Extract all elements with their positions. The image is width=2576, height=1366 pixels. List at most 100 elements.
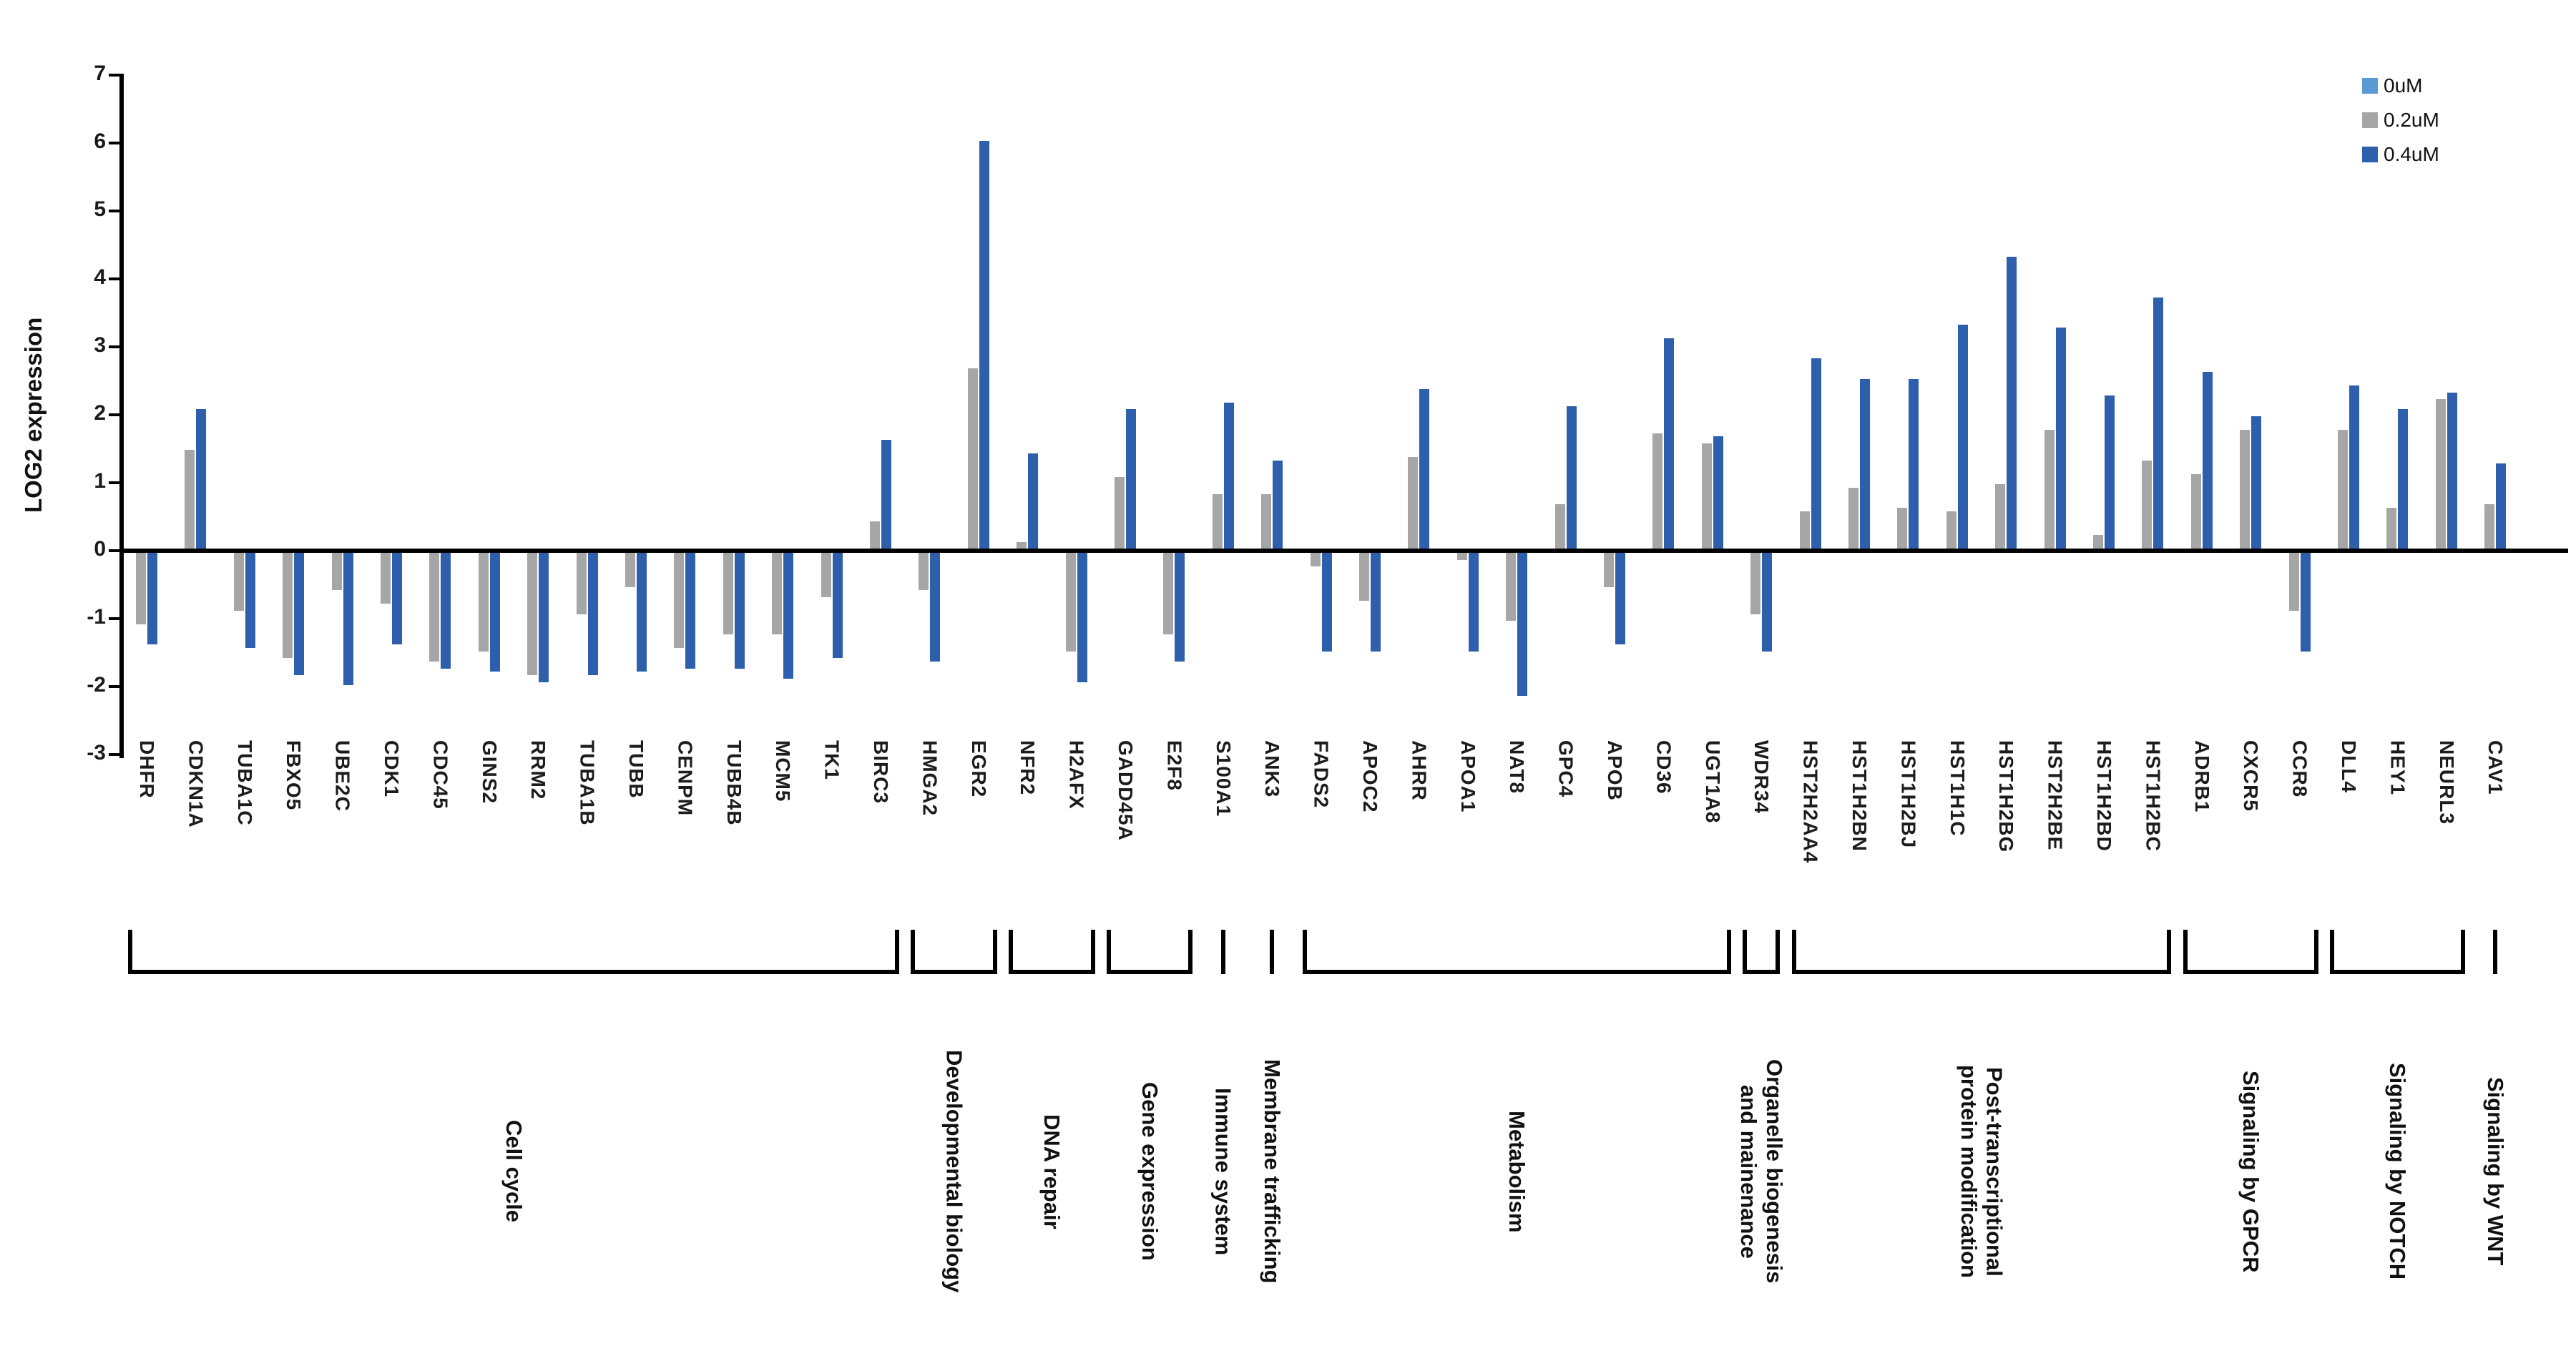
bar-0.2uM-MCM5 [772,553,783,634]
category-bracket [128,930,132,974]
bar-0.2uM-NAT8 [1506,553,1517,621]
bar-0.4uM-ADRB1 [2202,372,2213,549]
bar-0.4uM-DLL4 [2349,385,2359,549]
gene-label-CDKN1A: CDKN1A [185,740,207,828]
category-bracket [1009,930,1014,974]
bar-0.2uM-RRM2 [527,553,538,675]
gene-label-ANK3: ANK3 [1261,740,1284,798]
gene-label-GADD45A: GADD45A [1115,740,1137,841]
category-label: Gene expression [1137,1082,1163,1261]
legend-label: 0uM [2384,74,2423,97]
bar-0.4uM-EGR2 [979,141,989,549]
category-label: Signaling by NOTCH [2385,1063,2411,1280]
bar-0.4uM-WDR34 [1762,553,1773,652]
bar-0.4uM-APOA1 [1468,553,1479,652]
gene-label-GPC4: GPC4 [1554,740,1577,798]
gene-label-HMGA2: HMGA2 [919,740,941,817]
y-tick-label: 3 [94,333,106,357]
y-tick-label: 6 [94,129,106,153]
bar-0.2uM-HST1H1C [1946,511,1957,549]
bar-0.2uM-TUBB [625,553,635,587]
gene-label-TK1: TK1 [821,740,843,780]
bar-0.4uM-E2F8 [1175,553,1185,662]
gene-label-APOC2: APOC2 [1359,740,1381,813]
bar-0.2uM-UGT1A8 [1701,443,1712,549]
category-label: Organelle biogenesis and mainenance [1736,1059,1787,1284]
y-tick-mark [109,549,122,552]
bar-0.2uM-HMGA2 [919,553,929,591]
gene-label-HST1H2BG: HST1H2BG [1995,740,2018,853]
bar-0.2uM-DHFR [136,553,146,624]
y-tick-mark [109,753,122,756]
category-label: Post-transcriptional protein modificatio… [1957,1065,2007,1278]
bar-0.4uM-FBXO5 [294,553,305,675]
bar-0.4uM-CD36 [1664,338,1675,549]
bar-0.2uM-E2F8 [1163,553,1174,634]
category-bracket [1791,930,1796,974]
bar-0.2uM-HST1H2BG [1995,483,2006,549]
y-tick-label: -1 [87,605,106,629]
bar-0.4uM-HEY1 [2398,409,2409,549]
bar-0.4uM-HST2H2AA4 [1811,358,1821,549]
category-label: DNA repair [1039,1114,1065,1229]
gene-label-FBXO5: FBXO5 [283,740,305,811]
bar-0.2uM-CCR8 [2288,553,2299,611]
bar-0.4uM-AHRR [1419,388,1430,549]
gene-label-EGR2: EGR2 [967,740,990,798]
bar-0.4uM-CENPM [685,553,696,669]
category-bracket [911,930,916,974]
bar-0.2uM-HST2H2BE [2044,429,2055,549]
bar-0.2uM-AHRR [1408,456,1419,549]
bar-0.4uM-DHFR [147,553,157,645]
bar-0.2uM-TUBA1C [233,553,244,611]
y-tick-label: -2 [87,673,106,697]
category-label: Metabolism [1504,1110,1530,1233]
bar-0.4uM-HST1H2BC [2153,297,2164,549]
y-tick-label: 5 [94,197,106,221]
bar-0.2uM-TK1 [821,553,831,597]
bar-0.4uM-TUBB4B [734,553,745,669]
bar-0.2uM-APOC2 [1359,553,1369,601]
y-tick-mark [109,210,122,212]
category-bracket [2313,930,2318,974]
gene-label-TUBB4B: TUBB4B [723,740,745,826]
y-tick-mark [109,142,122,144]
y-tick-label: -3 [87,741,106,765]
gene-label-HST1H1C: HST1H1C [1946,740,1969,837]
gene-label-DHFR: DHFR [136,740,158,799]
legend-item: 0.4uM [2362,137,2439,172]
bar-0.2uM-NFR2 [1017,541,1027,549]
bar-0.4uM-GINS2 [489,553,500,672]
category-bracket [128,970,899,974]
bar-0.2uM-CXCR5 [2240,429,2251,549]
legend-label: 0.4uM [2384,143,2439,165]
bar-0.4uM-HST2H2BE [2055,328,2066,549]
gene-label-HST2H2BE: HST2H2BE [2044,740,2067,851]
gene-label-NAT8: NAT8 [1506,740,1529,795]
category-bracket [2183,930,2188,974]
bar-0.4uM-HST1H2BJ [1909,378,1919,549]
gene-label-RRM2: RRM2 [527,740,550,800]
gene-label-HST2H2AA4: HST2H2AA4 [1799,740,1822,864]
bar-0.4uM-HST1H1C [1957,324,1968,549]
bar-0.2uM-CENPM [674,553,685,648]
gene-label-MCM5: MCM5 [772,740,795,802]
bar-0.2uM-APOA1 [1456,553,1467,560]
gene-label-UGT1A8: UGT1A8 [1701,740,1724,824]
bar-0.4uM-GADD45A [1126,409,1136,549]
gene-label-APOB: APOB [1604,740,1626,801]
bar-0.4uM-APOB [1615,553,1625,645]
bar-0.4uM-CCR8 [2300,553,2311,652]
bar-0.2uM-WDR34 [1750,553,1761,614]
bar-0.4uM-FADS2 [1321,553,1332,652]
bar-0.2uM-APOB [1604,553,1614,587]
y-tick-mark [109,74,122,77]
bar-0.4uM-RRM2 [539,553,549,682]
bar-0.4uM-TUBB [637,553,647,672]
y-tick-mark [109,685,122,688]
bar-0.2uM-HST1H2BD [2093,535,2103,549]
gene-label-APOA1: APOA1 [1456,740,1479,813]
gene-label-HST1H2BN: HST1H2BN [1848,740,1871,852]
category-bracket [1743,930,1748,974]
gene-label-BIRC3: BIRC3 [870,740,892,805]
